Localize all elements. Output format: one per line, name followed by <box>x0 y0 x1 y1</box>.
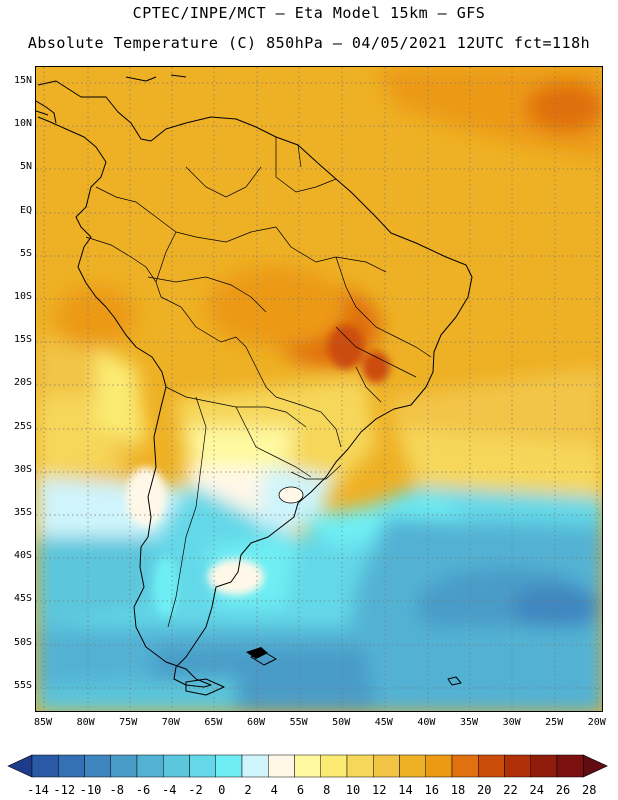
map-title-line2: Absolute Temperature (C) 850hPa – 04/05/… <box>27 34 591 52</box>
latitude-label: 10N <box>13 118 32 130</box>
colorbar-swatch <box>530 754 558 778</box>
longitude-label: 60W <box>246 717 266 728</box>
longitude-label: 65W <box>204 717 223 728</box>
longitude-label: 25W <box>545 717 564 728</box>
latitude-label: 30S <box>13 463 32 475</box>
longitude-label: 55W <box>289 717 308 728</box>
latitude-label: 5S <box>19 247 32 259</box>
colorbar <box>7 754 608 778</box>
longitude-label: 70W <box>161 717 180 728</box>
longitude-label: 35W <box>459 717 479 728</box>
colorbar-level-label: 18 <box>450 783 466 797</box>
colorbar-swatch <box>268 754 295 778</box>
latitude-label: 10S <box>13 291 32 302</box>
colorbar-level-label: -6 <box>135 783 151 797</box>
colorbar-swatch <box>189 754 216 778</box>
latitude-label: 20S <box>13 377 32 389</box>
colorbar-level-label: 22 <box>503 783 518 797</box>
colorbar-swatch <box>504 754 531 778</box>
colorbar-swatch <box>31 754 59 778</box>
lagoon <box>278 486 304 504</box>
temperature-map <box>36 67 602 711</box>
colorbar-level-label: -8 <box>109 783 124 797</box>
colorbar-level-label: 8 <box>323 783 331 797</box>
colorbar-swatch <box>478 754 505 778</box>
islands-fill <box>246 647 268 659</box>
latitude-label: 15N <box>13 75 32 86</box>
colorbar-swatch <box>346 754 374 778</box>
longitude-label: 50W <box>332 717 351 728</box>
longitude-label: 85W <box>33 717 53 728</box>
colorbar-level-label: -10 <box>79 783 102 797</box>
latitude-label: 50S <box>13 636 32 648</box>
colorbar-max-arrow <box>582 754 608 778</box>
colorbar-swatch <box>373 754 400 778</box>
colorbar-swatch <box>215 754 243 778</box>
colorbar-level-label: 4 <box>270 783 278 797</box>
colorbar-level-label: 24 <box>529 783 544 797</box>
colorbar-swatch <box>425 754 453 778</box>
colorbar-swatch <box>136 754 164 778</box>
colorbar-swatch <box>110 754 138 778</box>
colorbar-swatch <box>320 754 348 778</box>
colorbar-level-label: 26 <box>555 783 571 797</box>
map-panel <box>35 66 603 712</box>
colorbar-swatch <box>294 754 321 778</box>
longitude-label: 40W <box>417 717 436 728</box>
latitude-label: 15S <box>13 334 32 346</box>
colorbar-level-label: 6 <box>296 783 305 797</box>
longitude-label: 80W <box>76 717 95 728</box>
colorbar-level-label: 16 <box>424 783 439 797</box>
colorbar-level-label: 10 <box>345 783 361 797</box>
latitude-label: 25S <box>13 420 32 432</box>
local-shading <box>126 325 390 617</box>
colorbar-level-label: -14 <box>27 783 49 797</box>
colorbar-level-label: 28 <box>582 783 597 797</box>
colorbar-swatch <box>241 754 269 778</box>
colorbar-swatch <box>556 754 584 778</box>
colorbar-level-label: -4 <box>162 783 177 797</box>
colorbar-level-label: -12 <box>53 783 76 797</box>
colorbar-swatch <box>58 754 85 778</box>
colorbar-level-label: 0 <box>218 783 226 797</box>
latitude-label: 5N <box>19 161 32 173</box>
longitude-label: 30W <box>502 717 521 728</box>
longitude-label: 45W <box>374 717 393 728</box>
temperature-shading <box>36 67 602 711</box>
latitude-label: 35S <box>13 507 32 518</box>
colorbar-swatch <box>451 754 479 778</box>
colorbar-swatch <box>163 754 190 778</box>
longitude-label: 20W <box>587 717 606 728</box>
colorbar-level-label: 2 <box>244 783 252 797</box>
country-borders <box>85 137 432 628</box>
latitude-label: 40S <box>13 550 32 562</box>
map-title-line1: CPTEC/INPE/MCT – Eta Model 15km – GFS <box>132 4 486 22</box>
colorbar-swatch <box>399 754 426 778</box>
colorbar-level-label: -2 <box>188 783 203 797</box>
colorbar-min-arrow <box>7 754 33 778</box>
latitude-label: 55S <box>13 679 32 691</box>
longitude-label: 75W <box>119 717 138 728</box>
colorbar-swatch <box>84 754 111 778</box>
colorbar-level-label: 14 <box>398 783 413 797</box>
colorbar-level-label: 12 <box>372 783 387 797</box>
graticule <box>36 67 602 711</box>
colorbar-level-label: 20 <box>477 783 492 797</box>
latitude-label: 45S <box>13 593 32 605</box>
latitude-label: EQ <box>19 204 32 216</box>
